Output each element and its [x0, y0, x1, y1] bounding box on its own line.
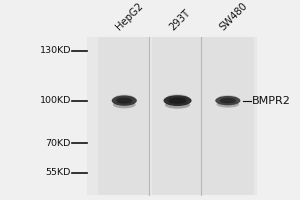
Ellipse shape [115, 95, 134, 100]
Text: SW480: SW480 [218, 0, 250, 32]
Ellipse shape [112, 95, 137, 106]
Ellipse shape [220, 98, 236, 103]
Ellipse shape [215, 96, 240, 105]
Text: 55KD: 55KD [46, 168, 71, 177]
Bar [152, 37, 203, 195]
Ellipse shape [167, 94, 188, 100]
Ellipse shape [217, 101, 239, 108]
Ellipse shape [113, 101, 136, 108]
Text: BMPR2: BMPR2 [252, 96, 290, 106]
Bar [98, 37, 150, 195]
Ellipse shape [218, 95, 237, 100]
Ellipse shape [168, 97, 187, 104]
Text: HepG2: HepG2 [114, 1, 146, 32]
Ellipse shape [164, 95, 192, 106]
Text: 130KD: 130KD [40, 46, 71, 55]
Bar [202, 37, 254, 195]
Bar [87, 37, 257, 195]
Ellipse shape [116, 98, 132, 104]
Ellipse shape [165, 101, 190, 109]
Text: 293T: 293T [167, 7, 192, 32]
Text: 100KD: 100KD [40, 96, 71, 105]
Text: 70KD: 70KD [46, 139, 71, 148]
